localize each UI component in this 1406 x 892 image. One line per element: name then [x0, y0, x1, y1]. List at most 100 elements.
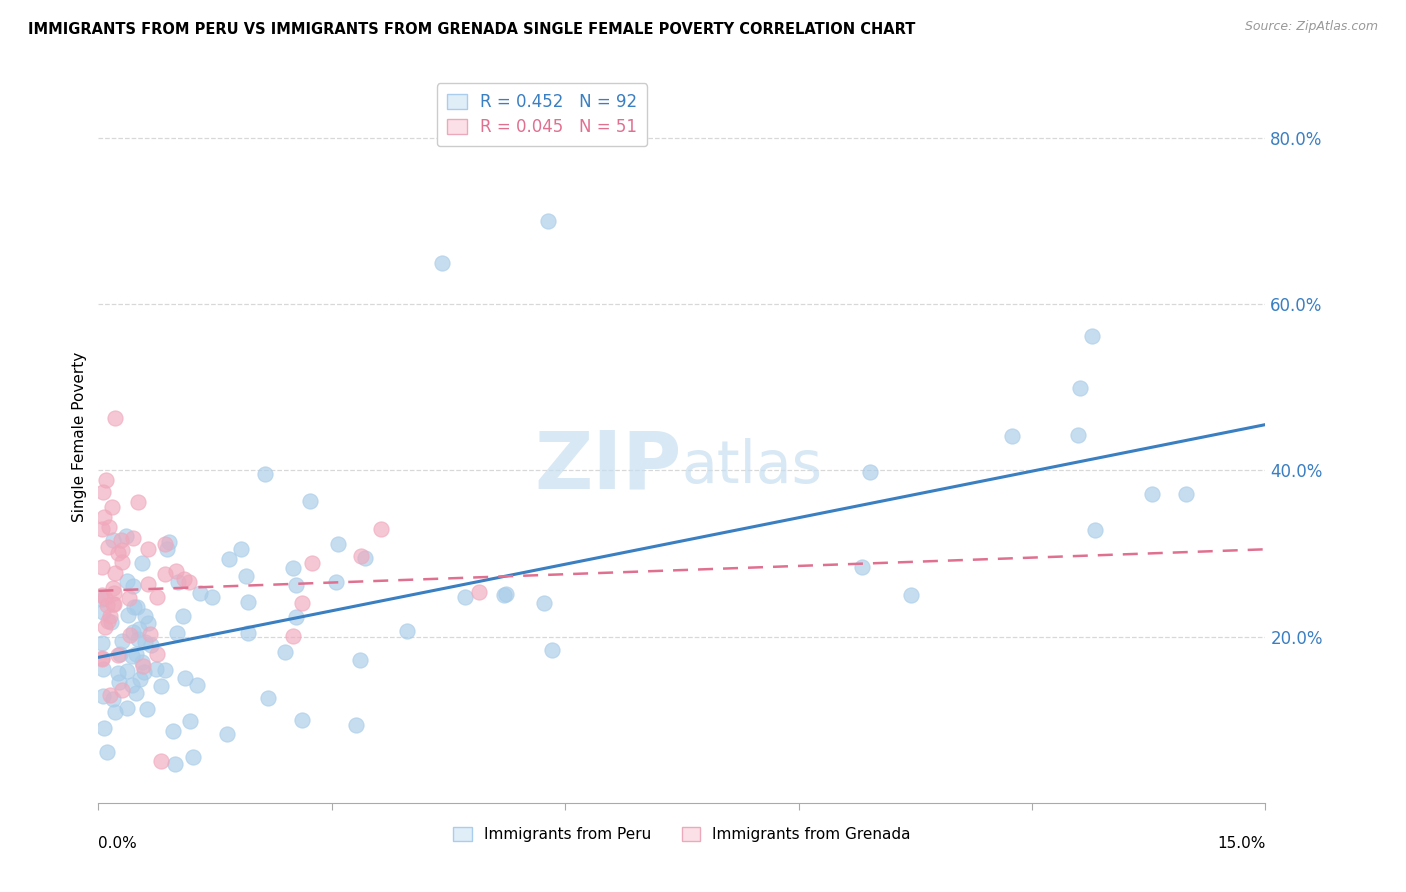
Point [236, 594, 259, 608]
Point [291, 713, 314, 727]
Point [91, 591, 114, 606]
Point [492, 588, 515, 602]
Point [326, 537, 349, 551]
Point [1000, 429, 1022, 443]
Point [103, 586, 125, 600]
Point [131, 556, 153, 570]
Point [111, 542, 134, 557]
Point [131, 655, 153, 669]
Point [94, 591, 117, 606]
Point [101, 533, 124, 548]
Point [146, 590, 169, 604]
Point [349, 653, 371, 667]
Point [138, 627, 160, 641]
Point [121, 579, 143, 593]
Point [900, 588, 922, 602]
Point [93, 721, 115, 735]
Point [93, 509, 115, 524]
Point [173, 572, 195, 586]
Point [467, 585, 489, 599]
Point [1175, 487, 1198, 501]
Point [851, 560, 873, 574]
Point [325, 575, 347, 590]
Point [540, 642, 562, 657]
Point [101, 582, 124, 596]
Text: atlas: atlas [682, 438, 823, 495]
Point [136, 541, 159, 556]
Point [370, 523, 392, 537]
Point [117, 664, 139, 678]
Point [127, 632, 149, 646]
Point [97, 614, 120, 628]
Point [1081, 328, 1104, 343]
Point [1140, 486, 1163, 500]
Point [350, 549, 373, 563]
Point [124, 599, 146, 614]
Point [141, 638, 163, 652]
Point [177, 574, 200, 589]
Point [107, 648, 129, 662]
Point [91, 635, 114, 649]
Point [495, 587, 517, 601]
Point [146, 647, 169, 661]
Point [149, 754, 172, 768]
Point [291, 596, 314, 610]
Point [91, 651, 114, 665]
Point [354, 550, 377, 565]
Point [103, 692, 125, 706]
Point [236, 625, 259, 640]
Point [155, 537, 177, 551]
Point [118, 591, 141, 606]
Point [395, 624, 418, 639]
Point [150, 679, 173, 693]
Point [134, 635, 156, 649]
Point [93, 620, 115, 634]
Point [97, 540, 120, 554]
Point [285, 578, 308, 592]
Point [298, 494, 321, 508]
Text: Source: ZipAtlas.com: Source: ZipAtlas.com [1244, 20, 1378, 33]
Point [162, 724, 184, 739]
Point [201, 590, 224, 604]
Point [111, 633, 134, 648]
Point [114, 529, 136, 543]
Point [129, 673, 152, 687]
Point [91, 651, 114, 665]
Point [125, 647, 148, 661]
Point [256, 691, 278, 706]
Point [229, 541, 252, 556]
Point [98, 520, 121, 534]
Point [136, 615, 159, 630]
Point [96, 598, 118, 612]
Point [235, 569, 257, 583]
Point [132, 659, 155, 673]
Point [179, 714, 201, 729]
Point [110, 533, 132, 547]
Text: 0.0%: 0.0% [98, 836, 138, 851]
Point [121, 648, 143, 663]
Point [98, 608, 121, 623]
Point [101, 500, 124, 514]
Point [153, 566, 176, 581]
Point [117, 607, 139, 622]
Point [166, 626, 188, 640]
Point [186, 678, 208, 692]
Point [134, 608, 156, 623]
Point [108, 647, 131, 661]
Point [115, 574, 138, 589]
Point [111, 555, 134, 569]
Point [96, 745, 118, 759]
Point [104, 566, 127, 580]
Point [91, 588, 114, 602]
Text: ZIP: ZIP [534, 427, 682, 506]
Point [122, 624, 145, 639]
Point [136, 577, 159, 591]
Text: IMMIGRANTS FROM PERU VS IMMIGRANTS FROM GRENADA SINGLE FEMALE POVERTY CORRELATIO: IMMIGRANTS FROM PERU VS IMMIGRANTS FROM … [28, 22, 915, 37]
Point [111, 683, 134, 698]
Point [253, 467, 276, 481]
Point [181, 749, 204, 764]
Point [107, 674, 129, 689]
Point [859, 465, 882, 479]
Point [285, 610, 308, 624]
Point [104, 410, 127, 425]
